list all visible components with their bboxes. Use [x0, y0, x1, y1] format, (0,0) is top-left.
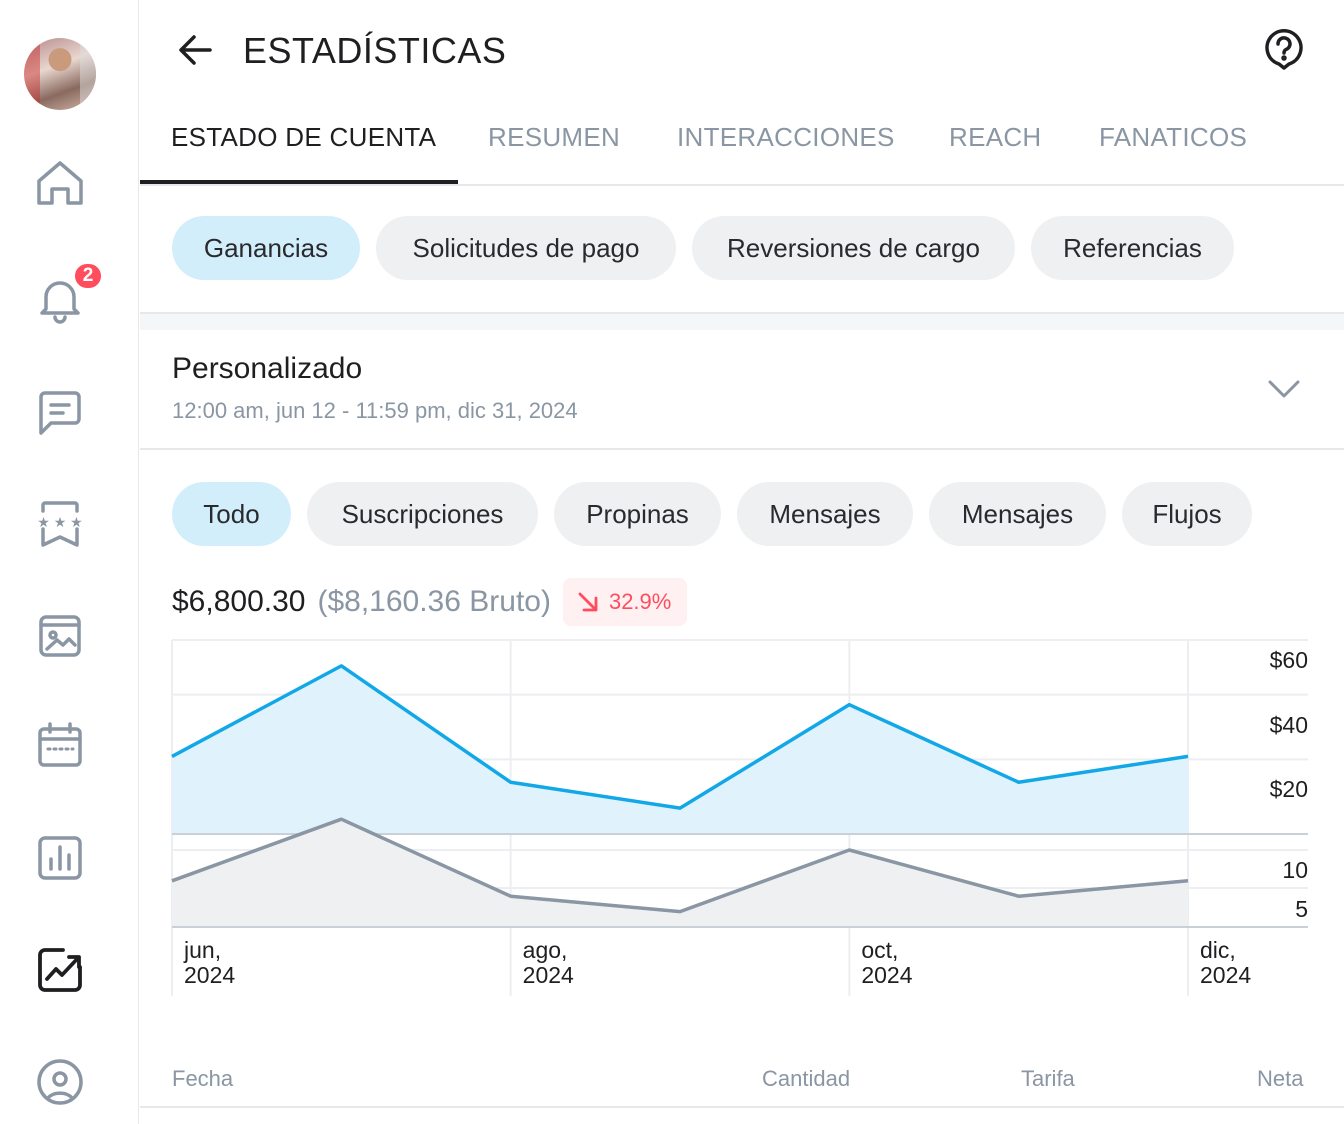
count-series-line [171, 817, 1189, 914]
bell-icon[interactable] [32, 270, 88, 326]
column-cantidad[interactable]: Cantidad [762, 1066, 851, 1091]
arrow-down-right-icon [578, 592, 598, 612]
y-tick-label: $40 [1270, 712, 1308, 738]
subtab-ganancias[interactable]: Ganancias [172, 216, 360, 280]
filter-mensajes-2[interactable]: Mensajes [929, 482, 1106, 546]
statistics-icon[interactable] [32, 942, 88, 998]
filter-todo[interactable]: Todo [172, 482, 291, 546]
period-title: Personalizado [172, 352, 363, 385]
back-button[interactable] [170, 24, 222, 76]
gross-total: ($8,160.36 Bruto) [317, 585, 551, 618]
chevron-down-icon[interactable] [1264, 368, 1304, 408]
y-tick-label: 5 [1295, 896, 1308, 922]
count-area [172, 819, 1188, 927]
change-percent: 32.9% [608, 589, 672, 614]
period-range: 12:00 am, jun 12 - 11:59 pm, dic 31, 202… [172, 398, 578, 423]
tab-resumen[interactable]: RESUMEN [488, 122, 621, 152]
svg-text:★ ★ ★: ★ ★ ★ [37, 514, 82, 530]
column-fecha[interactable]: Fecha [172, 1066, 234, 1091]
calendar-icon[interactable] [32, 718, 88, 774]
help-icon [1265, 29, 1303, 70]
earnings-summary: $6,800.30 ($8,160.36 Bruto) 32.9% [172, 578, 688, 626]
filter-propinas[interactable]: Propinas [554, 482, 721, 546]
x-tick-label: dic, 2024 [1200, 937, 1251, 988]
page-title: ESTADÍSTICAS [243, 30, 507, 71]
profile-icon[interactable] [32, 1054, 88, 1110]
avatar[interactable] [24, 38, 96, 110]
page-header: ESTADÍSTICAS [140, 0, 1344, 100]
earnings-chart: $60 $40 $20 10 5 jun, 2024 ago, 2024 oct, 2024 dic,… [140, 630, 1344, 1010]
subtab-solicitudes-de-pago[interactable]: Solicitudes de pago [376, 216, 676, 280]
earnings-area [172, 665, 1188, 834]
notifications-badge: 2 [72, 261, 104, 291]
subtab-referencias[interactable]: Referencias [1031, 216, 1234, 280]
sidebar: 2 ★ ★ ★ [0, 0, 139, 1124]
active-tab-indicator [140, 180, 458, 184]
tab-bar: ESTADO DE CUENTA RESUMEN INTERACCIONES R… [140, 100, 1344, 186]
bar-chart-icon[interactable] [32, 830, 88, 886]
tab-fanaticos[interactable]: FANATICOS [1099, 122, 1248, 152]
subtab-reversiones-de-cargo[interactable]: Reversiones de cargo [692, 216, 1015, 280]
help-button[interactable] [1258, 24, 1310, 76]
table-header: Fecha Cantidad Tarifa Neta [140, 1048, 1344, 1108]
filter-flujos[interactable]: Flujos [1122, 482, 1252, 546]
messages-icon[interactable] [32, 384, 88, 440]
home-icon[interactable] [32, 156, 88, 212]
x-tick-label: jun, 2024 [183, 937, 235, 988]
tab-estado-de-cuenta[interactable]: ESTADO DE CUENTA [171, 122, 437, 152]
x-tick-label: oct, 2024 [861, 937, 912, 988]
section-divider [140, 312, 1344, 330]
vault-icon[interactable] [32, 608, 88, 664]
period-selector[interactable]: Personalizado 12:00 am, jun 12 - 11:59 p… [140, 330, 1344, 450]
y-tick-label: 10 [1282, 857, 1308, 883]
x-tick-label: ago, 2024 [523, 937, 574, 988]
change-badge: 32.9% [562, 578, 688, 626]
column-tarifa[interactable]: Tarifa [1021, 1066, 1075, 1091]
y-tick-label: $60 [1270, 647, 1308, 673]
bookmark-stars-icon[interactable]: ★ ★ ★ [32, 496, 88, 552]
arrow-left-icon [179, 35, 212, 65]
main-content: ESTADÍSTICAS ESTADO DE CUENTA RESUMEN IN… [140, 0, 1344, 1124]
y-tick-label: $20 [1270, 776, 1308, 802]
filter-suscripciones[interactable]: Suscripciones [307, 482, 538, 546]
column-neta[interactable]: Neta [1257, 1066, 1304, 1091]
tab-interacciones[interactable]: INTERACCIONES [677, 122, 895, 152]
filter-mensajes[interactable]: Mensajes [737, 482, 913, 546]
earnings-series-line [171, 664, 1189, 810]
tab-reach[interactable]: REACH [949, 122, 1042, 152]
net-total: $6,800.30 [172, 585, 306, 618]
earnings-chart-svg: $60 $40 $20 10 5 jun, 2024 ago, 2024 oct, 2024 dic,… [171, 639, 1308, 996]
